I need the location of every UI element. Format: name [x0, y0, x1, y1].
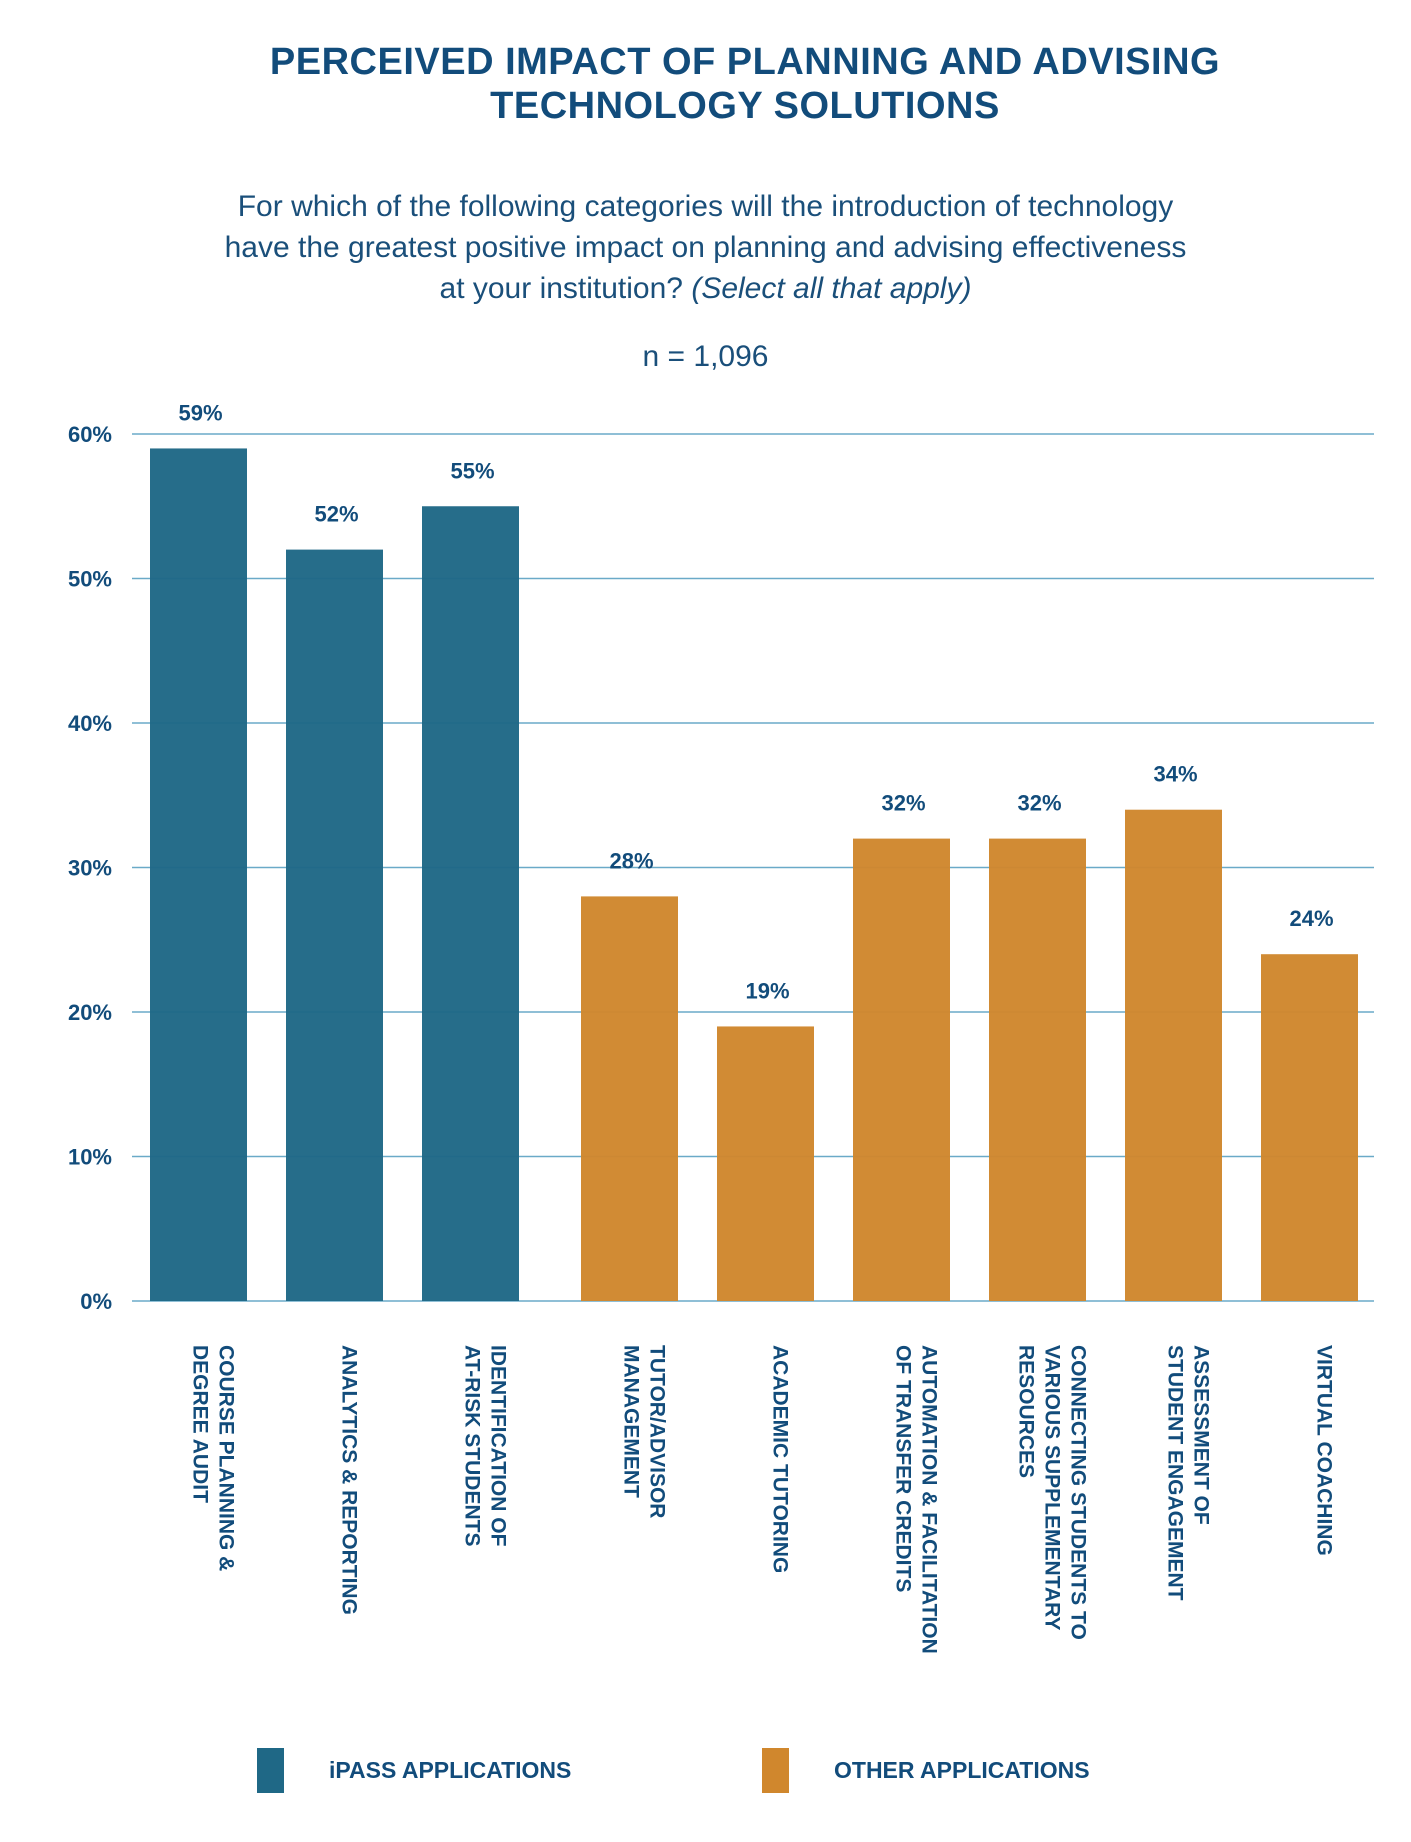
- survey-question-line-2: have the greatest positive impact on pla…: [224, 231, 1187, 264]
- bar-other: [1261, 954, 1358, 1301]
- bar-ipass: [422, 506, 519, 1301]
- chart-title-line-1: PERCEIVED IMPACT OF PLANNING AND ADVISIN…: [269, 41, 1221, 83]
- y-tick-label: 40%: [68, 711, 112, 736]
- category-label-line: ASSESSMENT OF: [1190, 1345, 1213, 1525]
- data-labels: 59% 52% 55% 28% 19% 32% 32% 34% 24%: [178, 400, 1333, 1003]
- category-label-line: TUTOR/ADVISOR: [646, 1345, 669, 1518]
- y-tick-label: 30%: [68, 856, 112, 881]
- legend-item-ipass: iPASS APPLICATIONS: [257, 1748, 571, 1793]
- bar-other: [1125, 809, 1222, 1301]
- data-label: 24%: [1289, 906, 1333, 931]
- survey-question-instruction: (Select all that apply): [691, 272, 972, 305]
- legend-swatch-ipass: [257, 1748, 284, 1793]
- legend-item-other: OTHER APPLICATIONS: [762, 1748, 1090, 1793]
- category-label-line: AUTOMATION & FACILITATION: [918, 1345, 941, 1654]
- bar-other: [989, 838, 1086, 1301]
- sample-size: n = 1,096: [642, 340, 769, 373]
- bar-chart: 0% 10% 20% 30% 40% 50% 60% 59% 52% 55% 28% 19% 32% 3…: [68, 400, 1374, 1654]
- chart-title-line-2: TECHNOLOGY SOLUTIONS: [490, 85, 1000, 127]
- legend-swatch-other: [762, 1748, 789, 1793]
- bar-other: [581, 896, 678, 1301]
- y-axis: 0% 10% 20% 30% 40% 50% 60%: [68, 422, 112, 1314]
- category-label-line: OF TRANSFER CREDITS: [892, 1345, 915, 1592]
- survey-question-line-1: For which of the following categories wi…: [237, 190, 1174, 223]
- data-label: 52%: [314, 502, 358, 527]
- category-label: VIRTUAL COACHING: [1313, 1345, 1336, 1556]
- y-tick-label: 10%: [68, 1145, 112, 1170]
- category-labels: COURSE PLANNING &DEGREE AUDIT ANALYTICS &…: [189, 1345, 1336, 1654]
- data-label: 32%: [1017, 791, 1061, 816]
- category-label-line: CONNECTING STUDENTS TO: [1067, 1345, 1090, 1640]
- category-label-line: IDENTIFICATION OF: [487, 1345, 510, 1547]
- category-label-line: AT-RISK STUDENTS: [461, 1345, 484, 1546]
- y-tick-label: 20%: [68, 1000, 112, 1025]
- y-tick-label: 50%: [68, 567, 112, 592]
- data-label: 59%: [178, 400, 222, 425]
- legend-label-other: OTHER APPLICATIONS: [834, 1757, 1090, 1783]
- bars: [150, 448, 1358, 1301]
- category-label-line: STUDENT ENGAGEMENT: [1164, 1345, 1187, 1601]
- legend-label-ipass: iPASS APPLICATIONS: [329, 1757, 572, 1783]
- y-tick-label: 0%: [80, 1289, 112, 1314]
- bar-ipass: [286, 549, 383, 1301]
- bar-other: [853, 838, 950, 1301]
- bar-ipass: [150, 448, 247, 1301]
- category-label: ANALYTICS & REPORTING: [338, 1345, 361, 1615]
- category-label-line: MANAGEMENT: [620, 1345, 643, 1498]
- category-label-line: VIRTUAL COACHING: [1313, 1345, 1336, 1556]
- category-label-line: VARIOUS SUPPLEMENTARY: [1041, 1345, 1064, 1630]
- category-label: ACADEMIC TUTORING: [769, 1345, 792, 1573]
- y-tick-label: 60%: [68, 422, 112, 447]
- data-label: 32%: [881, 791, 925, 816]
- category-label-line: COURSE PLANNING &: [215, 1345, 238, 1571]
- data-label: 34%: [1153, 762, 1197, 787]
- category-label: COURSE PLANNING &DEGREE AUDIT: [189, 1345, 238, 1571]
- category-label-line: ANALYTICS & REPORTING: [338, 1345, 361, 1615]
- bar-other: [717, 1026, 814, 1301]
- survey-question: For which of the following categories wi…: [0, 186, 1411, 309]
- data-label: 28%: [609, 848, 653, 873]
- survey-question-line-3: at your institution? (Select all that ap…: [0, 268, 1411, 309]
- data-label: 19%: [745, 978, 789, 1003]
- category-label-line: RESOURCES: [1015, 1345, 1038, 1478]
- survey-question-line-3-text: at your institution?: [439, 272, 692, 305]
- chart-title: PERCEIVED IMPACT OF PLANNING AND ADVISIN…: [0, 40, 1411, 128]
- data-label: 55%: [450, 458, 494, 483]
- category-label-line: DEGREE AUDIT: [189, 1345, 212, 1503]
- category-label-line: ACADEMIC TUTORING: [769, 1345, 792, 1573]
